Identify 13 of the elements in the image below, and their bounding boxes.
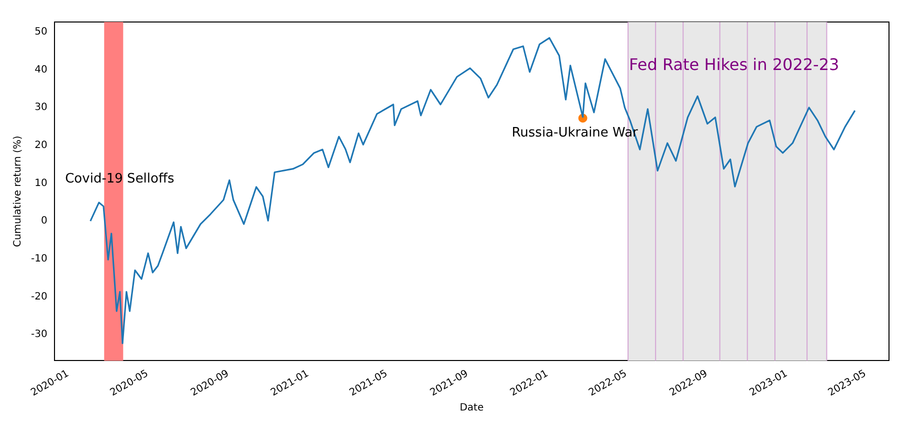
y-tick-label: 50 [34, 26, 48, 38]
y-tick-label: 40 [34, 64, 48, 76]
y-tick-label: 20 [34, 140, 48, 151]
band-label: Covid-19 Selloffs [65, 172, 174, 187]
y-tick-label: -10 [30, 254, 48, 265]
y-tick-label: 10 [34, 178, 48, 189]
band-label: Fed Rate Hikes in 2022-23 [629, 55, 840, 74]
y-tick-label: 30 [34, 102, 48, 114]
y-tick-label: -30 [30, 329, 48, 340]
x-axis-title: Date [460, 402, 484, 414]
y-tick-label: -20 [30, 291, 48, 302]
y-tick-label: 0 [40, 216, 48, 227]
y-axis-title: Cumulative return (%) [12, 136, 24, 248]
